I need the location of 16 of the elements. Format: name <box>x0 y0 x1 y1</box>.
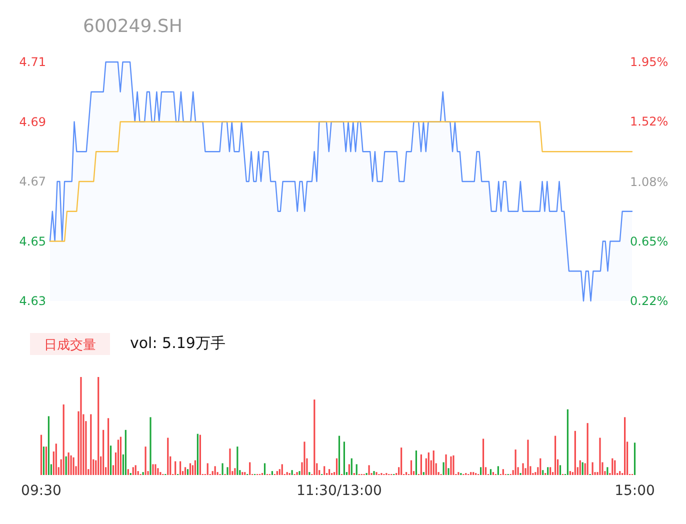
text: vol: 5.19万手 <box>130 334 226 352</box>
chart-title: 600249.SH <box>83 16 182 37</box>
y2-tick-label: 1.08% <box>630 175 668 190</box>
y-tick-label: 4.69 <box>19 114 46 129</box>
y-tick-label: 4.67 <box>19 174 46 188</box>
y2-tick-label: 0.65% <box>630 234 668 249</box>
y2-tick-label: 0.22% <box>630 294 668 308</box>
y-tick-label: 4.71 <box>19 55 46 69</box>
text: 日成交量 <box>44 337 96 353</box>
y-tick-label: 4.63 <box>19 294 46 308</box>
x-tick-label: 15:00 <box>614 483 655 499</box>
y-tick-label: 4.65 <box>19 234 46 248</box>
x-tick-label: 11:30/13:00 <box>296 483 382 499</box>
y2-tick-label: 1.95% <box>630 55 668 69</box>
y2-tick-label: 1.52% <box>630 114 668 128</box>
x-tick-label: 09:30 <box>21 483 62 499</box>
